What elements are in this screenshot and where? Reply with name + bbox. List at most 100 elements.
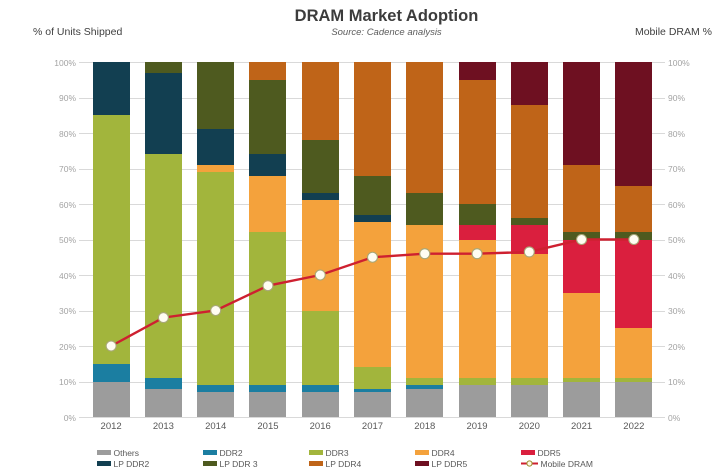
bar-segment-ddr3 — [510, 377, 548, 386]
x-tick-label: 2013 — [152, 421, 174, 432]
bar-segment-lp-ddr4 — [354, 62, 391, 176]
stacked-bar-2013 — [144, 62, 182, 417]
y-tick-label-right: 70% — [668, 164, 686, 174]
bar-segment-ddr3 — [144, 154, 182, 378]
bar-segment-ddr4 — [301, 200, 339, 311]
bar-segment-ddr2 — [301, 385, 339, 393]
legend-label: DDR3 — [325, 447, 349, 458]
y-tick-label-right: 0% — [668, 412, 681, 423]
legend-swatch — [414, 450, 429, 455]
legend: Others LP DDR2 DDR2 LP DDR 3 DDR3 LP DDR4 DDR4… — [0, 447, 723, 469]
bar-segment-others — [458, 385, 496, 417]
bar-segment-ddr2 — [197, 385, 235, 393]
y-tick-label-right: 90% — [668, 93, 686, 103]
stacked-bar-2017 — [354, 62, 391, 417]
bar-segment-others — [92, 381, 130, 417]
bar-segment-ddr5 — [458, 225, 496, 240]
bar-segment-lp-ddr5 — [510, 62, 548, 105]
legend-label: Mobile DRAM — [540, 458, 593, 469]
bar-segment-lp-ddr-3 — [563, 232, 601, 240]
y-tick-label-right: 40% — [668, 270, 686, 281]
mobile-dram-line-icon — [520, 460, 538, 467]
bar-segment-others — [144, 388, 182, 417]
x-tick-label: 2016 — [309, 421, 331, 432]
legend-column: DDR5 Mobile DRAM — [520, 447, 627, 469]
bar-segment-lp-ddr-3 — [301, 140, 339, 194]
bar-segment-others — [615, 381, 653, 417]
bar-segment-lp-ddr4 — [458, 79, 496, 205]
y-tick-label-right: 100% — [668, 57, 690, 68]
bar-segment-lp-ddr2 — [249, 154, 287, 176]
legend-item-ddr2: DDR2 — [202, 447, 309, 458]
x-tick-label: 2022 — [623, 421, 645, 432]
bar-segment-lp-ddr4 — [510, 104, 548, 219]
chart-title: DRAM Market Adoption — [294, 7, 479, 25]
legend-swatch — [308, 450, 323, 455]
stacked-bar-2020 — [510, 62, 548, 417]
bar-segment-ddr4 — [510, 253, 548, 378]
stacked-bar-2016 — [301, 62, 339, 417]
y-tick-label-left: 80% — [58, 128, 76, 139]
legend-column: DDR3 LP DDR4 — [308, 447, 415, 469]
bar-segment-ddr3 — [197, 172, 235, 386]
y-tick-label-right: 30% — [668, 306, 686, 316]
bar-segment-lp-ddr-3 — [144, 62, 182, 73]
stacked-bar-2015 — [249, 62, 287, 417]
bar-segment-lp-ddr4 — [563, 164, 601, 233]
bar-segment-others — [354, 392, 391, 417]
right-axis-label: Mobile DRAM % — [634, 26, 712, 38]
x-tick-label: 2021 — [571, 421, 593, 432]
legend-swatch — [414, 461, 429, 466]
bar-segment-lp-ddr-3 — [354, 175, 391, 215]
bar-segment-lp-ddr-3 — [249, 79, 287, 155]
y-tick-label-right: 80% — [668, 128, 686, 139]
bar-segment-ddr2 — [354, 388, 391, 393]
legend-swatch — [96, 450, 111, 455]
bar-segment-ddr3 — [563, 377, 601, 382]
x-tick-label: 2020 — [518, 421, 540, 432]
x-tick-label: 2017 — [361, 421, 384, 432]
bar-segment-ddr4 — [249, 175, 287, 233]
legend-swatch — [202, 450, 217, 455]
legend-item-ddr3: DDR3 — [308, 447, 415, 458]
bar-segment-ddr3 — [301, 310, 339, 386]
legend-item-ddr4: DDR4 — [414, 447, 521, 458]
y-tick-label-left: 10% — [58, 377, 76, 387]
bar-segment-lp-ddr2 — [354, 214, 391, 222]
bar-segment-lp-ddr-3 — [510, 218, 548, 226]
bar-segment-lp-ddr-3 — [458, 204, 496, 226]
legend-item-lp-ddr4: LP DDR4 — [308, 458, 415, 469]
legend-label: LP DDR4 — [325, 458, 362, 469]
legend-item-lp-ddr2: LP DDR2 — [96, 458, 203, 469]
bar-segment-ddr3 — [406, 377, 444, 386]
y-tick-label-right: 10% — [668, 377, 686, 387]
legend-column: DDR4 LP DDR5 — [414, 447, 521, 469]
legend-label: DDR2 — [219, 447, 243, 458]
bar-segment-ddr4 — [197, 164, 235, 173]
bar-segment-ddr2 — [249, 385, 287, 393]
y-tick-label-right: 20% — [668, 341, 686, 352]
bar-segment-lp-ddr4 — [406, 62, 444, 194]
legend-swatch — [308, 461, 323, 466]
bar-segment-lp-ddr5 — [563, 62, 601, 165]
y-tick-label-left: 0% — [63, 412, 76, 423]
legend-swatch — [96, 461, 111, 466]
x-tick-label: 2015 — [257, 421, 279, 432]
gridline — [79, 417, 665, 418]
legend-label: LP DDR2 — [113, 458, 150, 469]
y-tick-label-left: 40% — [58, 270, 76, 281]
y-tick-label-left: 30% — [58, 306, 76, 316]
stacked-bar-2012 — [92, 62, 130, 417]
left-axis-label: % of Units Shipped — [33, 26, 123, 38]
legend-item-others: Others — [96, 447, 203, 458]
bar-segment-lp-ddr4 — [301, 62, 339, 141]
y-tick-label-right: 60% — [668, 199, 686, 210]
stacked-bar-2019 — [458, 62, 496, 417]
bar-segment-ddr2 — [144, 377, 182, 389]
bar-segment-others — [406, 388, 444, 417]
legend-label: DDR4 — [431, 447, 455, 458]
y-tick-label-right: 50% — [668, 235, 686, 245]
y-tick-label-left: 100% — [54, 57, 76, 68]
legend-item-lp-ddr-3: LP DDR 3 — [202, 458, 309, 469]
